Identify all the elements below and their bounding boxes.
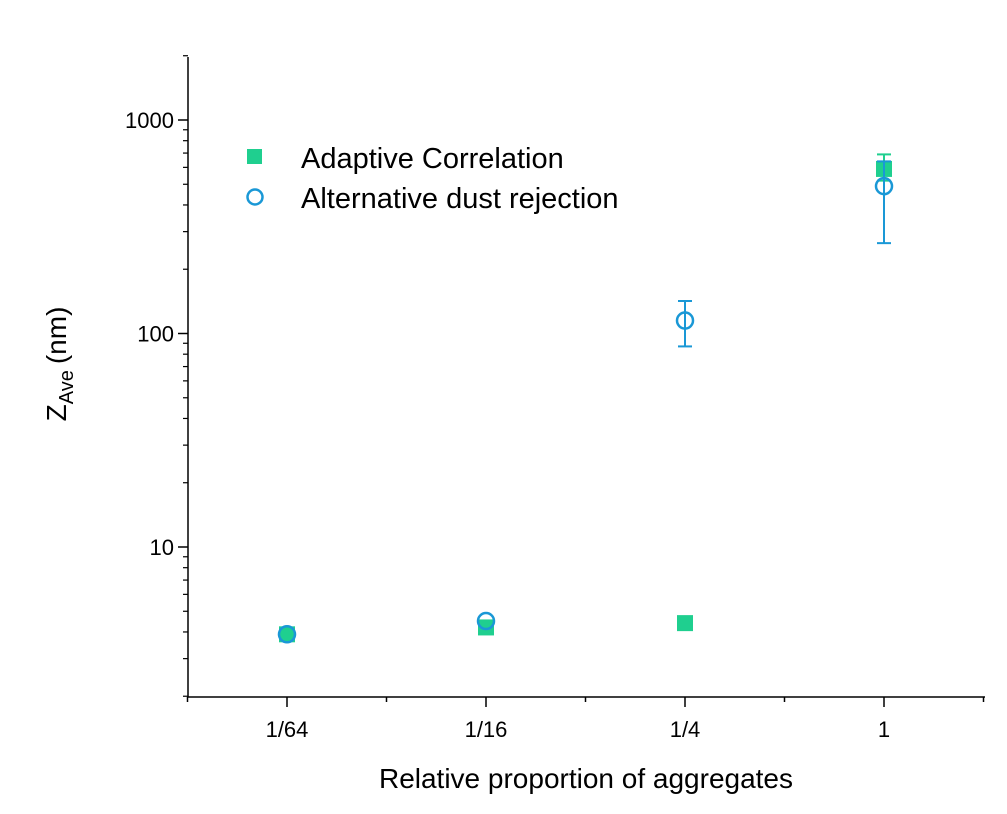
data-point-circle xyxy=(277,625,297,644)
axes xyxy=(187,57,985,698)
data-marks xyxy=(277,153,894,644)
x-axis-label: Relative proportion of aggregates xyxy=(379,763,793,794)
legend-marker-adaptive-correlation xyxy=(247,149,262,164)
x-tick-label: 1/4 xyxy=(670,717,701,742)
x-tick-label: 1/16 xyxy=(465,717,508,742)
y-tick-label: 1000 xyxy=(125,108,174,133)
y-axis-label-subscript: Ave xyxy=(56,370,78,404)
x-tick-label: 1/64 xyxy=(266,717,309,742)
data-point-square xyxy=(478,619,494,636)
data-point-square xyxy=(677,615,693,632)
legend-label-alternative-dust-rejection: Alternative dust rejection xyxy=(301,183,619,215)
legend: Adaptive Correlation Alternative dust re… xyxy=(246,143,619,215)
legend-label-adaptive-correlation: Adaptive Correlation xyxy=(301,143,564,175)
y-tick-label: 100 xyxy=(137,322,174,347)
data-point-circle xyxy=(874,176,894,196)
y-tick-label: 10 xyxy=(150,535,174,560)
x-tick-label: 1 xyxy=(878,717,890,742)
y-axis-label-main: Z xyxy=(41,404,72,421)
data-point-circle xyxy=(675,311,695,330)
y-axis-label-unit: (nm) xyxy=(41,307,72,365)
data-point-circle xyxy=(476,611,496,631)
ticks xyxy=(178,55,985,707)
data-point-square xyxy=(279,626,295,643)
y-axis-label: ZAve (nm) xyxy=(41,307,78,422)
tick-labels: 1/64 1/16 1/4 1 10 100 1000 xyxy=(125,108,890,742)
legend-marker-alternative-dust-rejection xyxy=(246,188,264,206)
